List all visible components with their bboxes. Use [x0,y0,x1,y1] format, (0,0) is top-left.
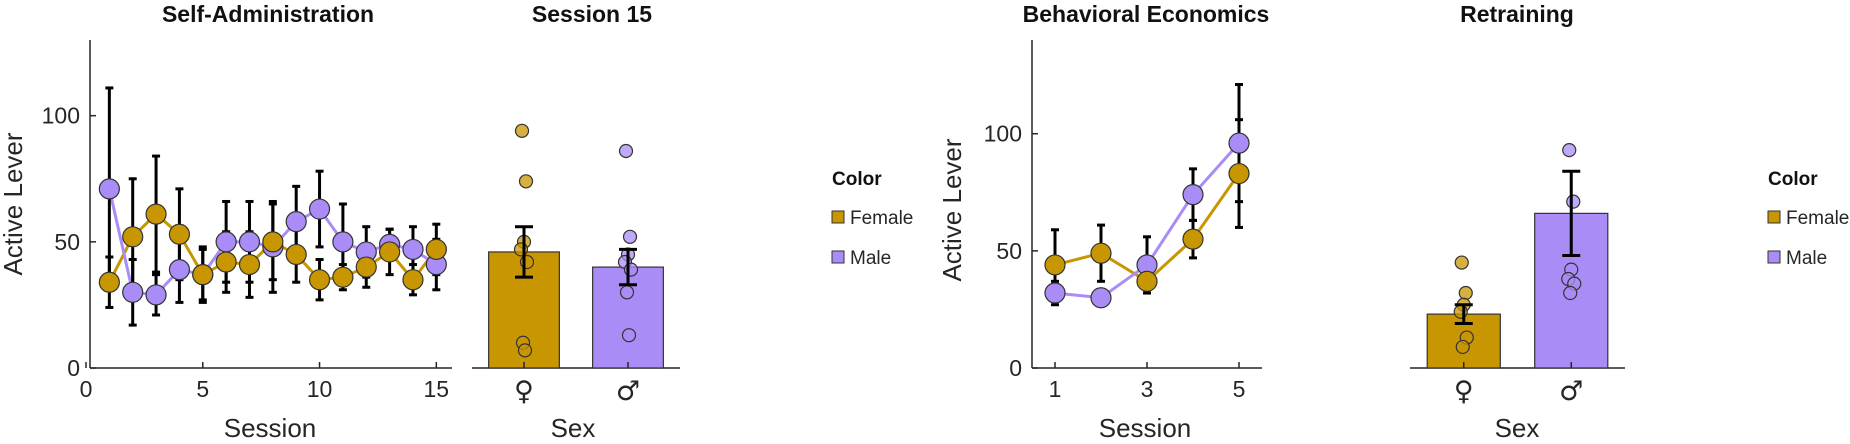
y-tick-label: 50 [996,238,1022,264]
session-15-panel: Session 15 Sex ♀ ♂ [472,1,680,443]
legend-label-male: Male [850,248,891,269]
x-tick-label: 3 [1141,376,1154,402]
data-point-male [145,284,167,306]
data-point-female [285,243,307,266]
data-point-female [122,226,144,248]
y-tick-label: 50 [54,229,80,255]
individual-point-female [518,174,534,189]
x-axis-label: Session [1099,413,1192,443]
data-point-female [1228,162,1250,185]
data-point-male [332,231,354,253]
individual-point-female [1453,304,1468,319]
legend-label-male: Male [1786,248,1827,269]
legend-label-female: Female [1786,208,1849,229]
data-point-female [215,251,237,273]
x-tick-label: ♂ [1559,376,1583,407]
y-tick-label: 100 [42,103,80,129]
data-point-female [1136,270,1158,292]
y-tick-label: 0 [67,355,80,381]
individual-point-female [517,343,533,358]
data-point-female [168,223,191,245]
data-point-male [122,281,144,303]
legend-swatch-female [1767,210,1781,224]
x-tick-label: ♀ [514,376,534,407]
legend-right: Color Female Male [1767,169,1849,269]
chart-title: Self-Administration [162,1,374,27]
data-point-male [285,211,307,233]
self-administration-panel: Self-Administration Active Lever Session… [0,1,452,443]
data-point-male [238,231,261,253]
data-point-female [332,266,354,288]
data-point-female [238,253,261,276]
data-point-female [1182,228,1204,250]
chart-title: Retraining [1460,1,1574,27]
individual-point-male [1562,143,1577,158]
x-tick-label: 5 [1233,376,1246,402]
behavioral-economics-panel: Behavioral Economics Active Lever Sessio… [937,1,1269,443]
x-axis-label: Sex [551,413,596,443]
data-point-female [402,269,424,291]
y-axis-label: Active Lever [937,138,967,281]
retraining-panel: Retraining Sex ♀ ♂ [1410,1,1625,443]
data-point-male [1182,184,1204,206]
data-point-male [98,178,120,200]
legend-swatch-male [1767,250,1781,264]
data-point-female [145,203,167,225]
data-point-male [168,259,191,281]
individual-point-female [519,254,535,270]
legend-left: Color Female Male [831,169,913,269]
x-axis-label: Sex [1495,413,1540,443]
chart-title: Session 15 [532,1,652,27]
individual-point-male [618,143,634,159]
legend-title: Color [1768,169,1818,190]
individual-point-female [514,123,530,138]
individual-point-male [622,229,638,244]
individual-point-female [1458,285,1473,301]
legend-title: Color [832,169,882,190]
x-tick-label: 0 [80,376,93,402]
x-axis-label: Session [224,413,317,443]
data-point-female [192,264,214,286]
x-tick-label: 1 [1049,376,1062,402]
legend-swatch-male [831,250,845,264]
data-point-female [98,271,120,293]
data-point-female [1090,242,1112,264]
data-point-female [425,238,447,261]
y-tick-label: 100 [984,121,1022,147]
y-axis-label: Active Lever [0,132,28,275]
individual-point-male [1566,194,1581,209]
legend-label-female: Female [850,208,913,229]
individual-point-male [623,262,639,277]
x-tick-label: 10 [307,376,333,402]
data-point-female [355,256,377,278]
data-point-male [1228,132,1250,154]
individual-point-male [1563,285,1578,301]
chart-title: Behavioral Economics [1023,1,1270,27]
individual-point-male [621,328,637,343]
data-point-male [1090,287,1112,309]
data-point-male [308,198,331,220]
individual-point-female [1454,255,1469,270]
individual-point-male [619,285,635,300]
data-point-female [379,241,401,263]
data-point-male [215,231,237,253]
x-tick-label: ♀ [1454,376,1474,407]
y-tick-label: 0 [1009,355,1022,381]
x-tick-label: 5 [196,376,209,402]
legend-swatch-female [831,210,845,224]
x-tick-label: 15 [424,376,450,402]
data-point-female [1044,254,1066,276]
data-point-male [1044,282,1066,304]
data-point-male [402,238,424,261]
data-point-female [308,269,331,291]
individual-point-female [1455,339,1470,355]
data-point-female [262,231,284,253]
x-tick-label: ♂ [616,376,640,407]
individual-point-female [513,242,529,257]
